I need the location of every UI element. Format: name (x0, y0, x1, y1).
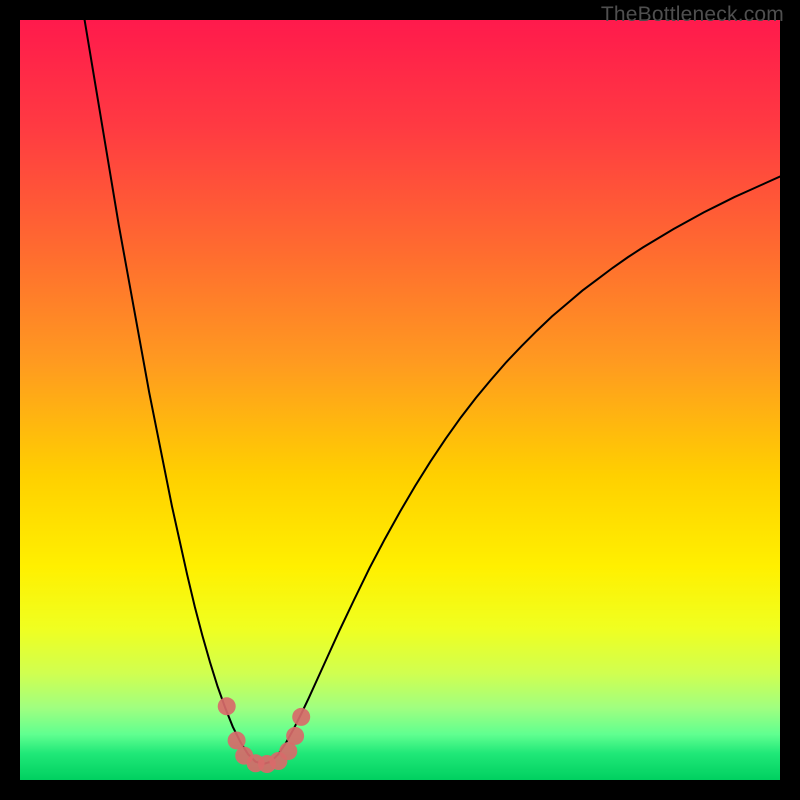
gradient-background (20, 20, 780, 780)
marker-point (218, 697, 236, 715)
watermark-text: TheBottleneck.com (601, 3, 784, 27)
marker-point (292, 708, 310, 726)
marker-point (286, 727, 304, 745)
chart-svg (0, 0, 800, 800)
